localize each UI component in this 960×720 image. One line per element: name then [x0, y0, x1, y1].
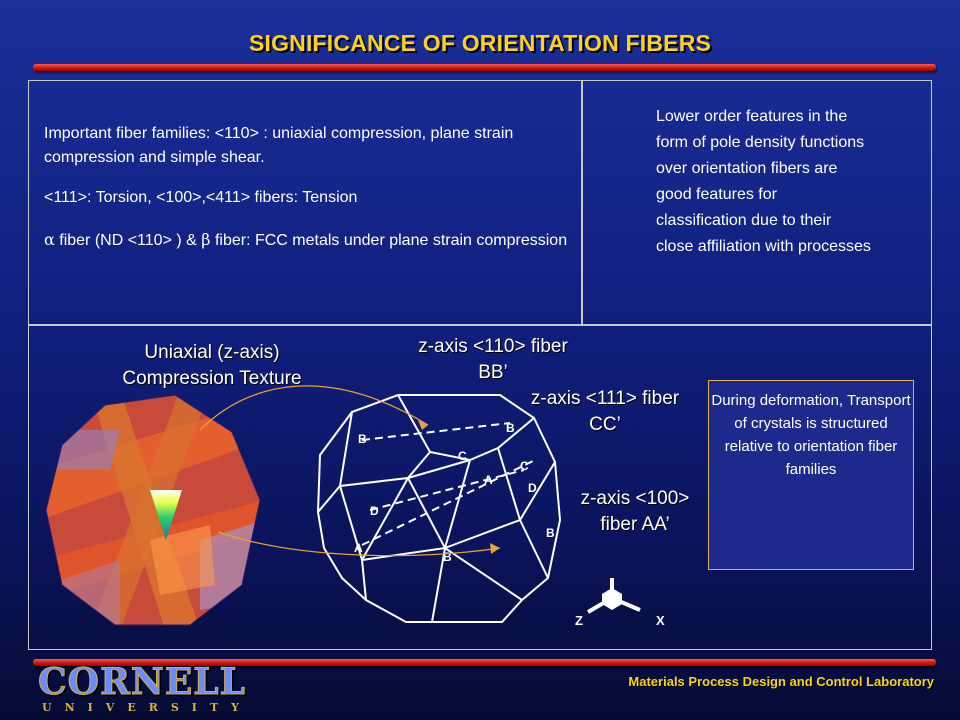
features-panel	[581, 80, 932, 326]
uniaxial-label: Uniaxial (z-axis) Compression Texture	[92, 340, 332, 392]
letter-d-2: D	[370, 504, 379, 518]
x-axis-label: X	[656, 613, 665, 628]
letter-b-1: B	[358, 432, 367, 446]
letter-a-1: A	[484, 473, 493, 487]
fiber-110-line2: BB’	[478, 362, 508, 383]
diagram-panel	[28, 324, 932, 650]
fiber-families-text: Important fiber families: <110> : uniaxi…	[44, 125, 514, 166]
fiber-111-line1: z-axis <111> fiber	[530, 388, 680, 409]
fiber-100-line1: z-axis <100>	[580, 488, 690, 509]
fiber-111-label: z-axis <111> fiber CC’	[500, 386, 710, 438]
slide-title: SIGNIFICANCE OF ORIENTATION FIBERS	[248, 30, 712, 56]
letter-d-1: D	[528, 481, 537, 495]
callout-arrows	[199, 385, 501, 557]
pole-figure-map	[46, 395, 260, 625]
orientation-space-diagram	[316, 394, 562, 623]
letter-b-3: B	[546, 526, 555, 540]
fiber-families-panel	[28, 80, 583, 326]
beta-fiber-text: fiber: FCC metals under plane strain com…	[210, 232, 568, 249]
lower-order-features-text: Lower order features in the form of pole…	[656, 108, 871, 255]
letter-c-2: C	[520, 459, 529, 473]
fiber-110-line1: z-axis <110> fiber	[418, 336, 568, 357]
letter-c-1: C	[458, 449, 467, 463]
alpha-symbol: α	[44, 230, 55, 249]
uniaxial-label-line1: Uniaxial (z-axis)	[144, 342, 280, 363]
fiber-100-line2: fiber AA’	[600, 514, 670, 535]
letter-b-2: B	[506, 421, 515, 435]
logo-university-text: UNIVERSITY	[42, 701, 252, 714]
alpha-fiber-text: fiber (ND <110> ) &	[54, 232, 202, 249]
bottom-divider-bar	[33, 659, 936, 666]
axis-triad: Z X	[575, 578, 665, 628]
fiber-100-label: z-axis <100> fiber AA’	[560, 486, 710, 538]
letter-b-4: B	[443, 550, 452, 564]
top-divider-bar	[33, 64, 936, 71]
beta-symbol: β	[201, 230, 211, 249]
logo-cornell-text: CORNELL	[38, 661, 246, 703]
z-axis-label: Z	[575, 613, 583, 628]
cornell-logo: CORNELL UNIVERSITY	[38, 661, 252, 714]
letter-a-2: A	[354, 541, 363, 555]
alpha-beta-fiber-text: α fiber (ND <110> ) & β fiber: FCC metal…	[44, 228, 574, 253]
fiber-111-line2: CC’	[589, 414, 621, 435]
during-deformation-callout: During deformation, Transport of crystal…	[708, 380, 914, 570]
torsion-tension-text: <111>: Torsion, <100>,<411> fibers: Tens…	[44, 189, 358, 206]
fiber-110-label: z-axis <110> fiber BB’	[378, 334, 608, 386]
uniaxial-label-line2: Compression Texture	[122, 368, 302, 389]
lab-name-footer: Materials Process Design and Control Lab…	[628, 674, 934, 689]
